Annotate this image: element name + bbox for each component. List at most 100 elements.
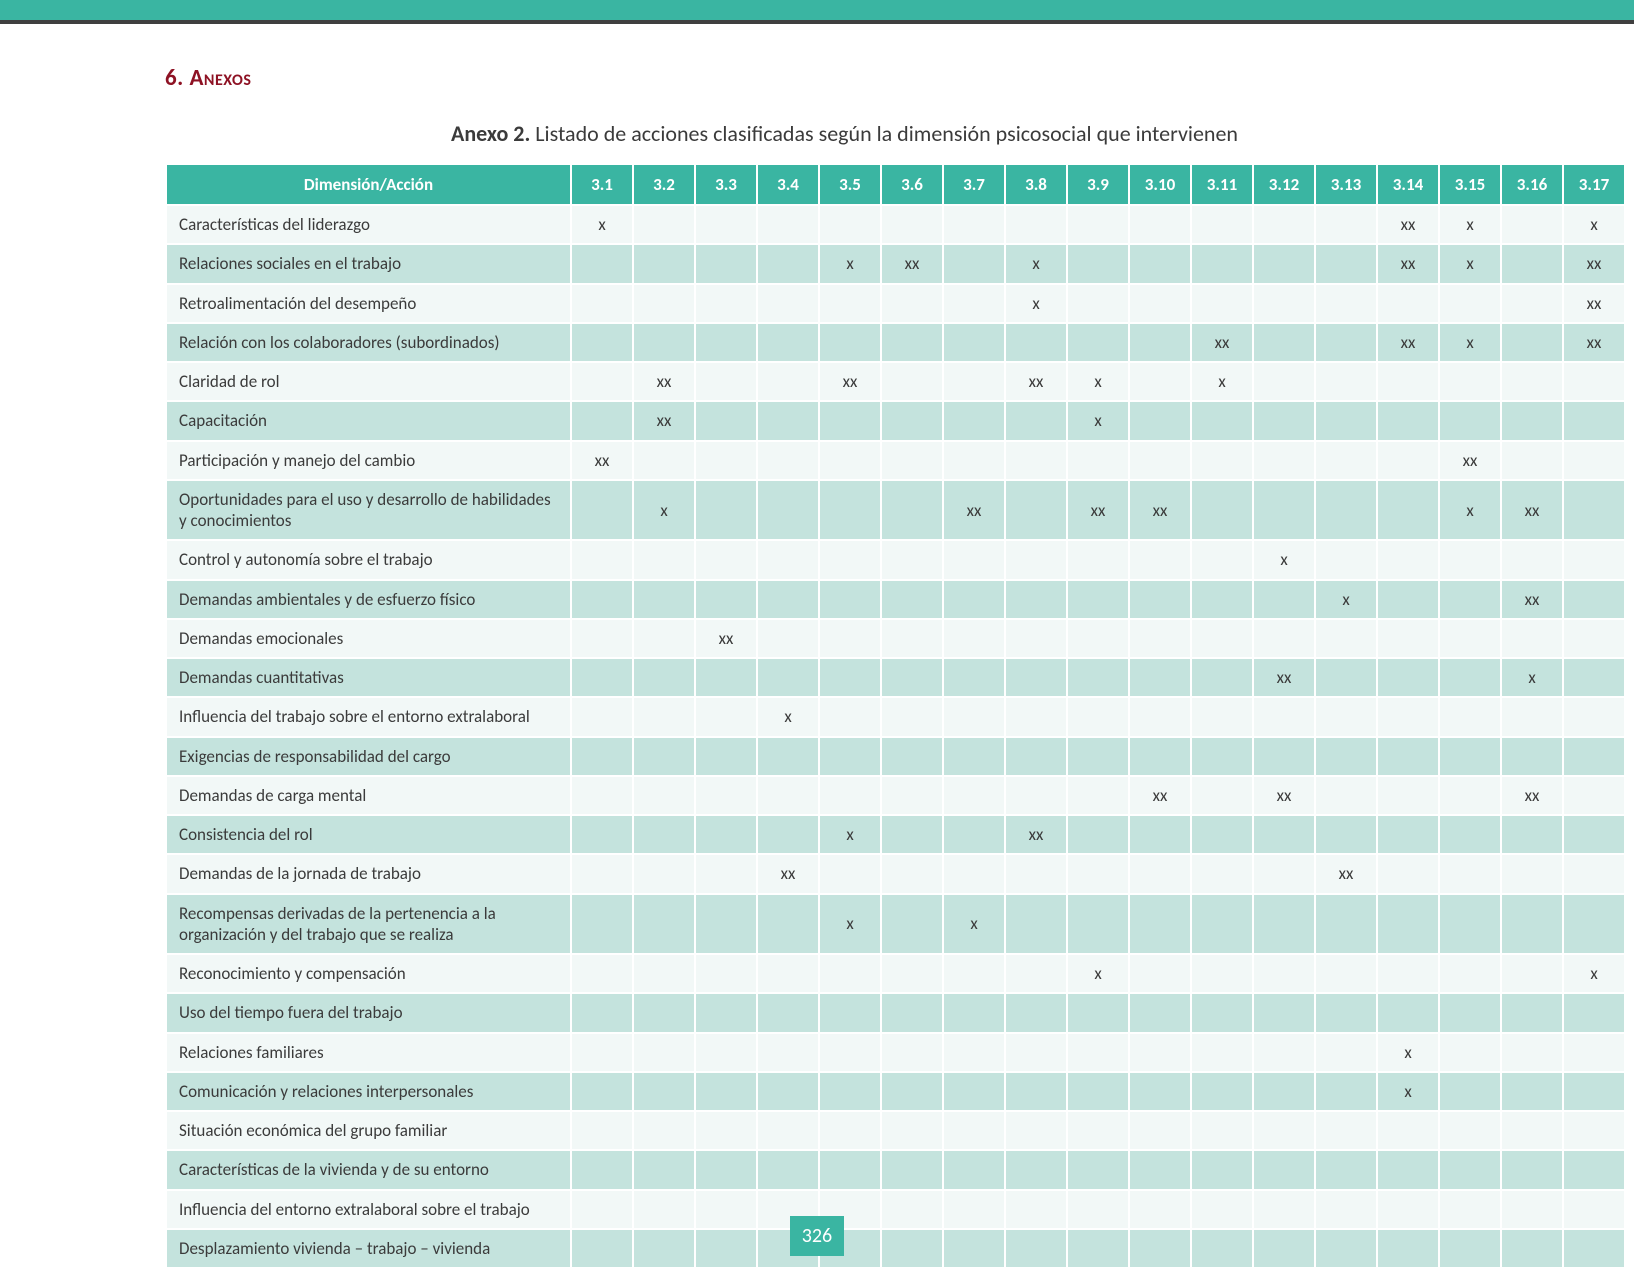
- row-cell: [1129, 1150, 1191, 1189]
- row-cell: xx: [1253, 776, 1315, 815]
- row-cell: [633, 815, 695, 854]
- row-cell: [1191, 954, 1253, 993]
- row-cell: [1191, 1033, 1253, 1072]
- page: 6. Anexos Anexo 2. Listado de acciones c…: [0, 0, 1634, 1256]
- row-cell: [943, 954, 1005, 993]
- row-cell: [633, 894, 695, 955]
- row-cell: x: [1067, 954, 1129, 993]
- row-cell: [1191, 480, 1253, 541]
- row-cell: x: [1377, 1033, 1439, 1072]
- row-cell: x: [819, 894, 881, 955]
- row-cell: [1563, 1150, 1625, 1189]
- row-label: Claridad de rol: [166, 362, 571, 401]
- row-cell: [571, 737, 633, 776]
- row-cell: [1501, 815, 1563, 854]
- row-cell: [1563, 737, 1625, 776]
- row-cell: [633, 1072, 695, 1111]
- row-cell: [1191, 815, 1253, 854]
- table-row: Retroalimentación del desempeñoxxx: [166, 284, 1625, 323]
- row-cell: [881, 815, 943, 854]
- row-cell: [1191, 894, 1253, 955]
- row-cell: [571, 619, 633, 658]
- row-label: Demandas emocionales: [166, 619, 571, 658]
- row-cell: [1005, 619, 1067, 658]
- row-cell: [1315, 993, 1377, 1032]
- row-cell: x: [1067, 401, 1129, 440]
- row-cell: [1005, 205, 1067, 244]
- row-label: Capacitación: [166, 401, 571, 440]
- row-cell: [881, 441, 943, 480]
- row-label: Uso del tiempo fuera del trabajo: [166, 993, 571, 1032]
- row-cell: [1315, 284, 1377, 323]
- table-row: Recompensas derivadas de la pertenencia …: [166, 894, 1625, 955]
- row-cell: xx: [1377, 244, 1439, 283]
- row-cell: [943, 1150, 1005, 1189]
- row-cell: [1315, 480, 1377, 541]
- row-cell: [1129, 323, 1191, 362]
- row-cell: [1253, 854, 1315, 893]
- row-cell: x: [633, 480, 695, 541]
- row-cell: [943, 1033, 1005, 1072]
- row-cell: [1067, 1190, 1129, 1229]
- row-cell: [1067, 284, 1129, 323]
- row-cell: x: [1439, 480, 1501, 541]
- row-cell: [1005, 1111, 1067, 1150]
- row-cell: [571, 1190, 633, 1229]
- row-cell: [1005, 1150, 1067, 1189]
- row-cell: [571, 776, 633, 815]
- row-cell: [1315, 1033, 1377, 1072]
- row-cell: [1005, 540, 1067, 579]
- row-cell: [571, 1033, 633, 1072]
- row-cell: [881, 1033, 943, 1072]
- table-row: Características del liderazgoxxxxx: [166, 205, 1625, 244]
- row-cell: [1067, 697, 1129, 736]
- row-cell: [695, 815, 757, 854]
- row-cell: xx: [571, 441, 633, 480]
- row-cell: [571, 244, 633, 283]
- row-label: Participación y manejo del cambio: [166, 441, 571, 480]
- row-cell: [1129, 1111, 1191, 1150]
- row-cell: [757, 284, 819, 323]
- row-cell: [571, 1072, 633, 1111]
- row-cell: [1253, 323, 1315, 362]
- row-cell: [757, 1150, 819, 1189]
- row-cell: [571, 362, 633, 401]
- row-cell: [1067, 580, 1129, 619]
- row-cell: xx: [1067, 480, 1129, 541]
- row-label: Exigencias de responsabilidad del cargo: [166, 737, 571, 776]
- row-cell: [1377, 1150, 1439, 1189]
- row-cell: [1129, 993, 1191, 1032]
- header-col: 3.1: [571, 164, 633, 205]
- row-label: Relaciones sociales en el trabajo: [166, 244, 571, 283]
- row-cell: [1315, 441, 1377, 480]
- row-cell: [1067, 993, 1129, 1032]
- row-cell: [1005, 658, 1067, 697]
- row-cell: [1005, 1229, 1067, 1268]
- table-row: Demandas de la jornada de trabajoxxxx: [166, 854, 1625, 893]
- row-cell: [1129, 540, 1191, 579]
- row-cell: [695, 658, 757, 697]
- page-number: 326: [790, 1216, 844, 1256]
- row-cell: [1067, 1150, 1129, 1189]
- row-cell: [1253, 697, 1315, 736]
- row-cell: [1377, 1229, 1439, 1268]
- row-cell: xx: [1501, 776, 1563, 815]
- header-dimension: Dimensión/Acción: [166, 164, 571, 205]
- row-cell: [1315, 362, 1377, 401]
- row-cell: [1315, 401, 1377, 440]
- row-cell: [819, 1150, 881, 1189]
- row-cell: xx: [695, 619, 757, 658]
- row-cell: [1563, 815, 1625, 854]
- row-label: Recompensas derivadas de la pertenencia …: [166, 894, 571, 955]
- row-cell: [1377, 1190, 1439, 1229]
- row-cell: [695, 284, 757, 323]
- row-cell: [757, 993, 819, 1032]
- row-cell: [695, 323, 757, 362]
- row-cell: [695, 1111, 757, 1150]
- row-cell: x: [1563, 954, 1625, 993]
- row-cell: [819, 480, 881, 541]
- row-cell: xx: [1315, 854, 1377, 893]
- row-cell: [1067, 854, 1129, 893]
- row-cell: [1067, 776, 1129, 815]
- row-cell: [1501, 244, 1563, 283]
